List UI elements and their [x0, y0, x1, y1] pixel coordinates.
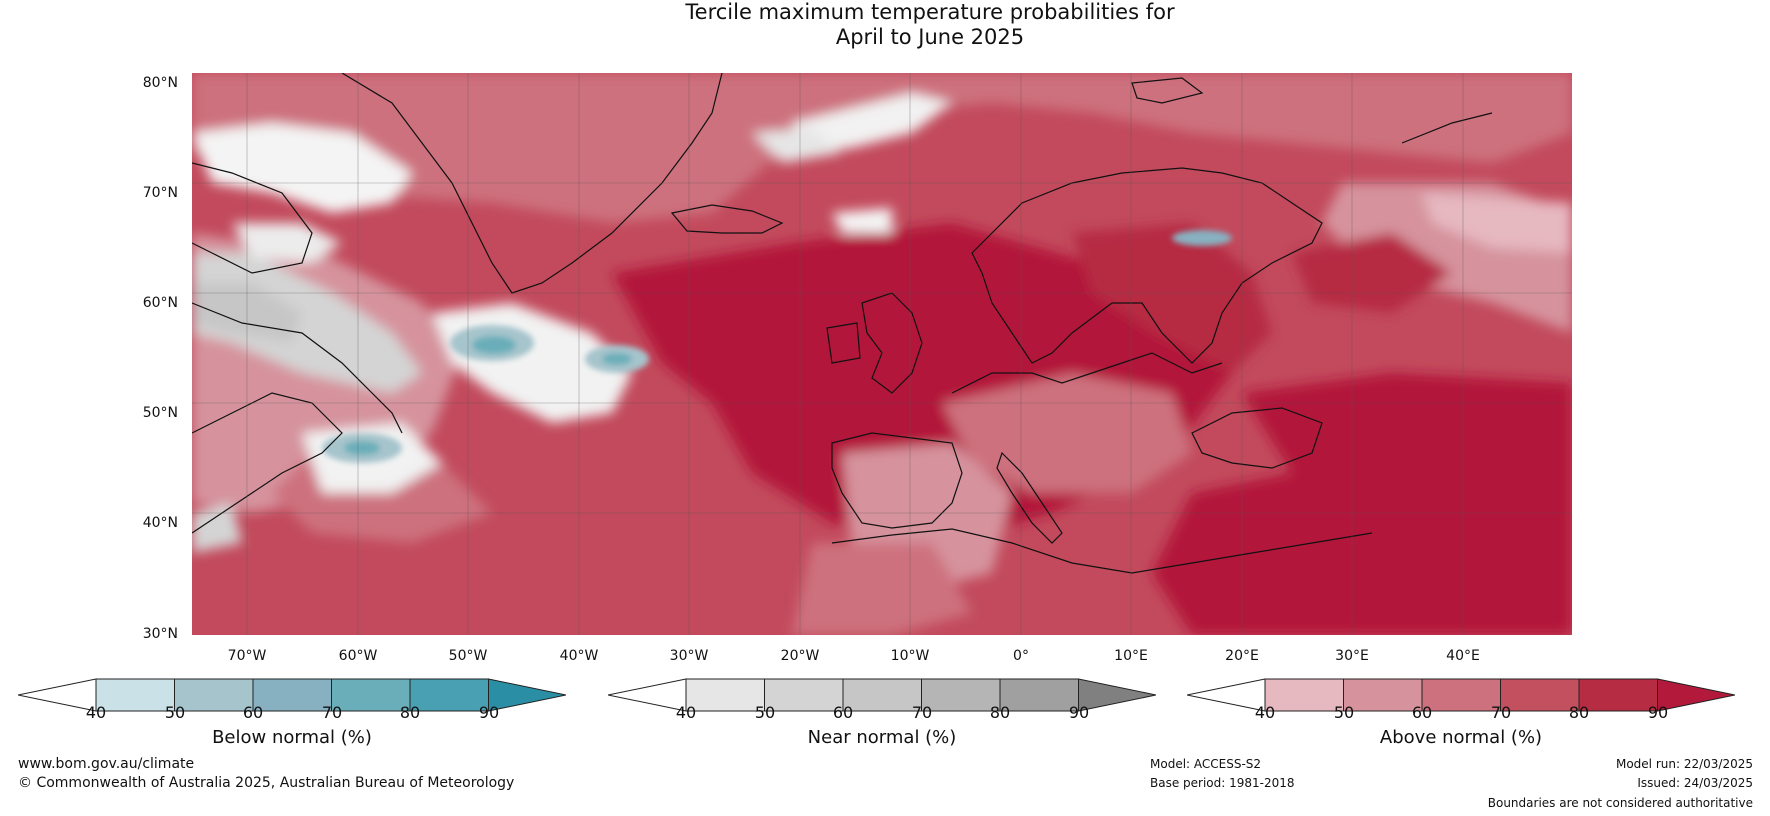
cb-near-seg-6 [1078, 678, 1156, 712]
cb-near-tick-90: 90 [1068, 703, 1090, 722]
lon-label-30w: 30°W [669, 648, 709, 664]
disclaimer-text: Boundaries are not considered authoritat… [1487, 796, 1753, 810]
cb-near-seg-3 [842, 678, 922, 712]
cb-near-seg-1 [685, 678, 765, 712]
cb-near-tick-50: 50 [754, 703, 776, 722]
lon-label-0: 0° [1013, 648, 1029, 664]
cb-below-seg-3 [252, 678, 332, 712]
cb-below-seg-6 [488, 678, 566, 712]
cb-near-tick-60: 60 [832, 703, 854, 722]
title-line-1: Tercile maximum temperature probabilitie… [685, 0, 1175, 24]
colorbar-near-normal [608, 678, 1156, 712]
cb-above-tick-40: 40 [1254, 703, 1276, 722]
lon-label-20w: 20°W [780, 648, 820, 664]
cb-above-seg-5 [1578, 678, 1658, 712]
lat-label-70n: 70°N [142, 185, 178, 201]
cb-below-tick-60: 60 [242, 703, 264, 722]
cb-above-seg-4 [1500, 678, 1580, 712]
lon-label-50w: 50°W [448, 648, 488, 664]
base-period-text: Base period: 1981-2018 [1150, 776, 1295, 790]
cb-near-tick-70: 70 [911, 703, 933, 722]
probability-map [192, 73, 1572, 635]
cb-near-tick-80: 80 [989, 703, 1011, 722]
cb-above-seg-1 [1264, 678, 1344, 712]
lon-label-40e: 40°E [1446, 648, 1480, 664]
cb-near-tick-40: 40 [675, 703, 697, 722]
cb-near-seg-0 [608, 678, 687, 712]
colorbar-below-normal [18, 678, 566, 712]
lon-label-40w: 40°W [559, 648, 599, 664]
cb-below-tick-90: 90 [478, 703, 500, 722]
lat-label-80n: 80°N [142, 75, 178, 91]
cb-above-seg-2 [1343, 678, 1423, 712]
model-text: Model: ACCESS-S2 [1150, 757, 1262, 771]
lon-label-70w: 70°W [227, 648, 267, 664]
cb-below-tick-70: 70 [321, 703, 343, 722]
model-run-text: Model run: 22/03/2025 [1615, 757, 1753, 771]
chart-title: Tercile maximum temperature probabilitie… [0, 0, 1770, 50]
website-link[interactable]: www.bom.gov.au/climate [18, 756, 195, 772]
cb-above-tick-90: 90 [1647, 703, 1669, 722]
cb-below-seg-4 [331, 678, 411, 712]
lat-label-60n: 60°N [142, 295, 178, 311]
cb-below-tick-40: 40 [85, 703, 107, 722]
cb-below-seg-0 [18, 678, 97, 712]
cb-above-tick-50: 50 [1333, 703, 1355, 722]
title-line-2: April to June 2025 [835, 25, 1025, 49]
cb-near-seg-4 [921, 678, 1001, 712]
copyright-text: © Commonwealth of Australia 2025, Austra… [18, 775, 515, 791]
cb-above-tick-60: 60 [1411, 703, 1433, 722]
cb-below-seg-2 [174, 678, 254, 712]
issued-text: Issued: 24/03/2025 [1637, 776, 1753, 790]
colorbar-above-normal [1187, 678, 1735, 712]
cb-above-title: Above normal (%) [1379, 727, 1543, 748]
cb-near-title: Near normal (%) [807, 727, 957, 748]
graticule [192, 73, 1572, 635]
cb-above-seg-3 [1421, 678, 1501, 712]
cb-above-tick-70: 70 [1490, 703, 1512, 722]
lon-label-30e: 30°E [1335, 648, 1369, 664]
cb-below-tick-50: 50 [164, 703, 186, 722]
cb-near-seg-5 [999, 678, 1079, 712]
lon-label-20e: 20°E [1225, 648, 1259, 664]
cb-below-seg-5 [409, 678, 489, 712]
map-svg [192, 73, 1572, 635]
lat-label-30n: 30°N [142, 626, 178, 642]
cb-above-tick-80: 80 [1568, 703, 1590, 722]
cb-below-title: Below normal (%) [212, 727, 372, 748]
cb-below-tick-80: 80 [399, 703, 421, 722]
lat-label-50n: 50°N [142, 405, 178, 421]
lon-label-60w: 60°W [338, 648, 378, 664]
cb-above-seg-6 [1657, 678, 1735, 712]
lon-label-10w: 10°W [890, 648, 930, 664]
cb-below-seg-1 [95, 678, 175, 712]
cb-above-seg-0 [1187, 678, 1266, 712]
below-normal-patches [322, 230, 1232, 463]
cb-near-seg-2 [764, 678, 844, 712]
lat-label-40n: 40°N [142, 515, 178, 531]
lon-label-10e: 10°E [1114, 648, 1148, 664]
